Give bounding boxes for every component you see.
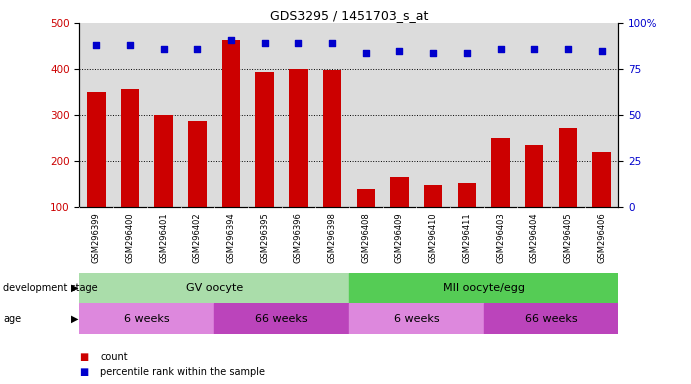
Bar: [424, 185, 442, 207]
Text: GSM296405: GSM296405: [563, 213, 572, 263]
Text: GSM296410: GSM296410: [428, 213, 437, 263]
Bar: [79, 273, 349, 303]
Point: [91, 42, 102, 48]
Text: GV oocyte: GV oocyte: [186, 283, 243, 293]
Bar: [214, 303, 349, 334]
Bar: [222, 40, 240, 207]
Text: GSM296398: GSM296398: [328, 213, 337, 263]
Text: percentile rank within the sample: percentile rank within the sample: [100, 367, 265, 377]
Bar: [349, 303, 484, 334]
Bar: [592, 152, 611, 207]
Bar: [558, 128, 577, 207]
Text: 66 weeks: 66 weeks: [524, 314, 578, 324]
Point: [462, 50, 473, 56]
Bar: [323, 70, 341, 207]
Point: [259, 40, 270, 46]
Bar: [349, 273, 618, 303]
Bar: [457, 184, 476, 207]
Point: [327, 40, 338, 46]
Text: GSM296411: GSM296411: [462, 213, 471, 263]
Bar: [289, 69, 307, 207]
Text: count: count: [100, 352, 128, 362]
Text: ▶: ▶: [71, 283, 79, 293]
Bar: [154, 115, 173, 207]
Text: age: age: [3, 314, 21, 324]
Bar: [525, 145, 544, 207]
Bar: [87, 92, 106, 207]
Text: GSM296404: GSM296404: [530, 213, 539, 263]
Text: 6 weeks: 6 weeks: [124, 314, 170, 324]
Text: GSM296399: GSM296399: [92, 213, 101, 263]
Point: [158, 46, 169, 52]
Point: [428, 50, 439, 56]
Text: 66 weeks: 66 weeks: [255, 314, 308, 324]
Point: [293, 40, 304, 46]
Bar: [79, 303, 214, 334]
Point: [192, 46, 203, 52]
Point: [495, 46, 506, 52]
Text: ▶: ▶: [71, 314, 79, 324]
Text: ■: ■: [79, 367, 88, 377]
Point: [360, 50, 371, 56]
Text: development stage: development stage: [3, 283, 98, 293]
Text: GSM296408: GSM296408: [361, 213, 370, 263]
Bar: [188, 121, 207, 207]
Point: [529, 46, 540, 52]
Text: ■: ■: [79, 352, 88, 362]
Bar: [491, 138, 510, 207]
Text: GSM296402: GSM296402: [193, 213, 202, 263]
Text: GSM296403: GSM296403: [496, 213, 505, 263]
Text: GSM296409: GSM296409: [395, 213, 404, 263]
Text: MII oocyte/egg: MII oocyte/egg: [443, 283, 524, 293]
Text: 6 weeks: 6 weeks: [393, 314, 439, 324]
Point: [562, 46, 574, 52]
Text: GSM296394: GSM296394: [227, 213, 236, 263]
Text: GSM296396: GSM296396: [294, 213, 303, 263]
Bar: [121, 89, 140, 207]
Bar: [357, 189, 375, 207]
Point: [225, 36, 236, 43]
Bar: [256, 72, 274, 207]
Title: GDS3295 / 1451703_s_at: GDS3295 / 1451703_s_at: [269, 9, 428, 22]
Point: [124, 42, 135, 48]
Text: GSM296406: GSM296406: [597, 213, 606, 263]
Bar: [484, 303, 618, 334]
Text: GSM296400: GSM296400: [126, 213, 135, 263]
Bar: [390, 177, 409, 207]
Text: GSM296395: GSM296395: [261, 213, 269, 263]
Text: GSM296401: GSM296401: [159, 213, 168, 263]
Point: [596, 48, 607, 54]
Point: [394, 48, 405, 54]
